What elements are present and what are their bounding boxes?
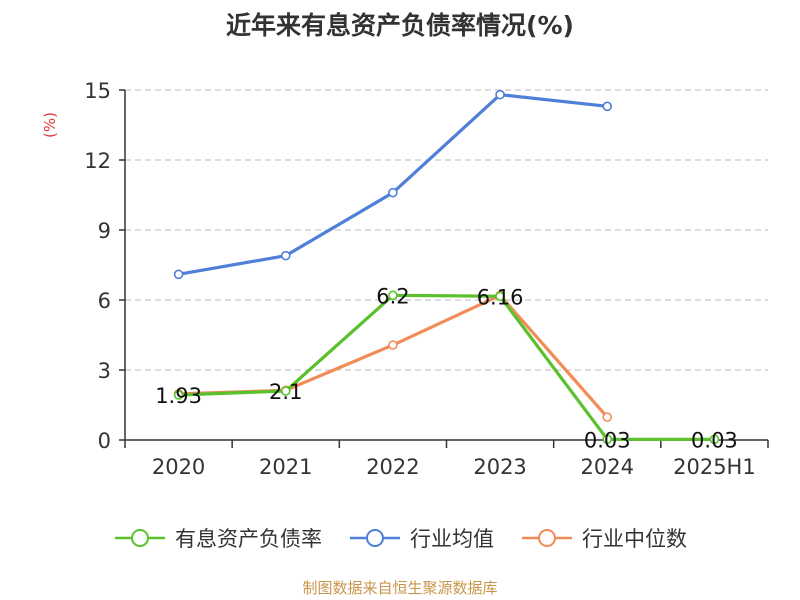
y-tick-label: 6: [98, 289, 111, 313]
legend-item-industry-median[interactable]: 行业中位数: [520, 523, 687, 553]
data-point-0: [173, 390, 184, 400]
data-point-0: [709, 434, 720, 445]
data-point-1: [495, 89, 505, 100]
data-label: 6.2: [376, 284, 409, 308]
chart-title: 近年来有息资产负债率情况(%): [226, 11, 574, 40]
legend-label-industry-avg: 行业均值: [410, 527, 494, 551]
data-label: 0.03: [584, 428, 631, 452]
y-tick-label: 9: [98, 219, 111, 243]
data-point-0: [495, 291, 505, 302]
legend: 有息资产负债率 行业均值 行业中位数: [0, 518, 800, 558]
data-point-1: [602, 101, 613, 112]
data-point-2: [388, 340, 398, 350]
legend-item-industry-avg[interactable]: 行业均值: [348, 523, 494, 553]
legend-marker-industry-median: [522, 529, 572, 547]
data-point-0: [388, 290, 398, 301]
x-tick-label: 2024: [581, 455, 634, 479]
data-point-2: [602, 412, 613, 422]
x-tick-label: 2020: [152, 455, 205, 479]
series-line-1: [178, 93, 608, 276]
legend-label-industry-median: 行业中位数: [582, 527, 687, 551]
data-label: 6.16: [477, 285, 524, 309]
data-label: 0.03: [691, 428, 738, 452]
y-tick-label: 12: [84, 149, 111, 173]
data-point-0: [602, 434, 613, 445]
data-point-0: [280, 386, 291, 396]
legend-marker-debt-ratio: [115, 529, 165, 547]
x-tick-label: 2022: [366, 455, 419, 479]
data-label: 1.93: [155, 384, 202, 408]
x-tick-label: 2023: [473, 455, 526, 479]
series-line-2: [178, 293, 609, 419]
legend-item-debt-ratio[interactable]: 有息资产负债率: [113, 523, 322, 553]
data-point-1: [388, 187, 398, 198]
data-point-1: [280, 250, 291, 261]
y-tick-label: 15: [84, 79, 111, 103]
y-tick-label: 3: [98, 359, 111, 383]
data-label: 2.1: [269, 380, 302, 404]
legend-marker-industry-avg: [350, 529, 400, 547]
y-tick-label: 0: [98, 429, 111, 453]
series-line-0: [178, 293, 715, 441]
source-footer: 制图数据来自恒生聚源数据库: [302, 579, 498, 597]
data-point-1: [173, 269, 184, 280]
x-tick-label: 2021: [259, 455, 312, 479]
legend-label-debt-ratio: 有息资产负债率: [175, 527, 322, 551]
x-tick-label: 2025H1: [673, 455, 756, 479]
